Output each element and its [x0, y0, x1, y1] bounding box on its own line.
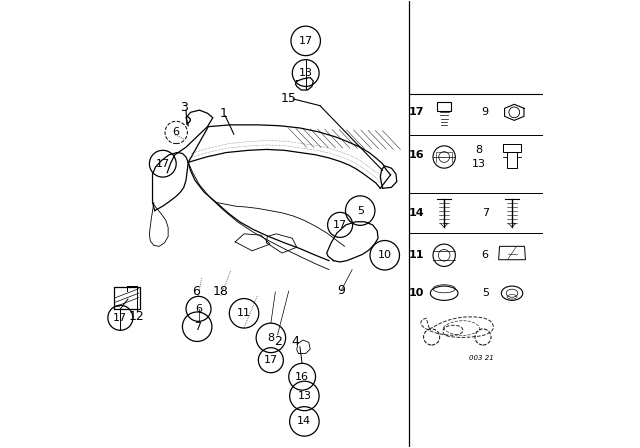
Text: 17: 17: [408, 108, 424, 117]
Text: 7: 7: [482, 208, 489, 218]
Text: 11: 11: [408, 250, 424, 260]
Text: 17: 17: [299, 36, 313, 46]
Text: 003 21: 003 21: [469, 355, 494, 361]
Text: 14: 14: [408, 208, 424, 218]
Text: 13: 13: [299, 68, 313, 78]
Text: 9: 9: [337, 284, 346, 297]
Text: 14: 14: [298, 416, 312, 426]
Text: 15: 15: [281, 92, 297, 105]
Text: 6: 6: [482, 250, 489, 260]
Text: 5: 5: [356, 206, 364, 215]
Text: 8: 8: [475, 145, 482, 155]
Text: 12: 12: [129, 310, 145, 323]
Text: 13: 13: [298, 391, 312, 401]
Text: 17: 17: [264, 355, 278, 365]
Text: 1: 1: [220, 107, 228, 120]
Text: 13: 13: [472, 159, 486, 169]
Text: 5: 5: [482, 288, 489, 298]
Text: 8: 8: [268, 333, 275, 343]
Text: 7: 7: [194, 322, 201, 332]
Text: 18: 18: [213, 285, 228, 298]
Text: 17: 17: [113, 313, 127, 323]
Text: 17: 17: [333, 220, 347, 230]
Text: 16: 16: [295, 372, 309, 382]
Text: 17: 17: [156, 159, 170, 169]
Text: 10: 10: [408, 288, 424, 298]
Text: 10: 10: [378, 250, 392, 260]
Text: 3: 3: [180, 101, 188, 114]
Text: 16: 16: [408, 150, 424, 160]
Text: 4: 4: [291, 335, 300, 348]
Text: 6: 6: [173, 127, 180, 138]
Text: 2: 2: [274, 335, 282, 348]
Text: 11: 11: [237, 308, 251, 319]
Text: 9: 9: [482, 108, 489, 117]
Text: 6: 6: [193, 285, 200, 298]
Text: 6: 6: [195, 304, 202, 314]
